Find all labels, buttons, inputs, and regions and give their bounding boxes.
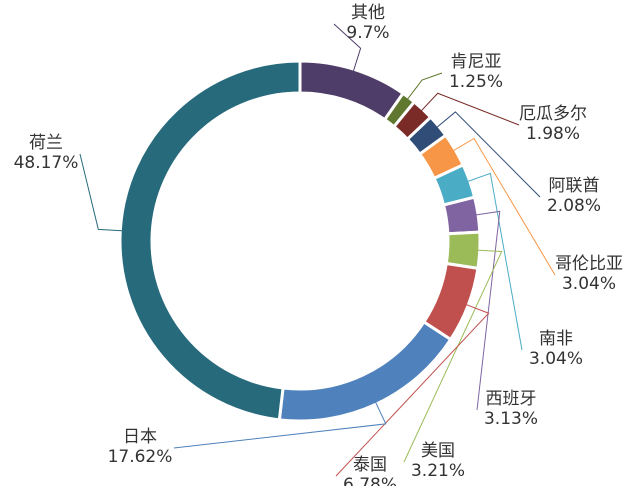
slice-name-label-5: 南非: [539, 329, 573, 349]
slice-value-label-4: 3.04%: [562, 274, 616, 294]
slice-10: [118, 59, 302, 422]
slice-value-label-1: 1.25%: [449, 72, 503, 92]
slice-0: [298, 59, 406, 122]
leader-line-3: [433, 111, 541, 198]
slice-name-label-1: 肯尼亚: [451, 52, 502, 72]
slice-name-label-8: 泰国: [353, 455, 387, 475]
slice-value-label-8: 6.78%: [343, 475, 397, 486]
leader-line-0: [333, 23, 362, 76]
slice-value-label-2: 1.98%: [526, 124, 580, 144]
leader-line-5: [463, 172, 523, 351]
leader-line-8: [335, 302, 490, 477]
slice-9: [277, 319, 453, 423]
slice-value-label-5: 3.04%: [529, 349, 583, 369]
slice-name-label-0: 其他: [351, 3, 385, 23]
leader-line-6: [472, 210, 501, 411]
slice-value-label-9: 17.62%: [108, 447, 173, 467]
slice-value-label-6: 3.13%: [484, 409, 538, 429]
leader-line-9: [173, 398, 387, 449]
slice-name-label-3: 阿联酋: [549, 176, 600, 196]
slice-name-label-7: 美国: [421, 441, 455, 461]
leader-line-1: [404, 72, 443, 103]
leader-line-4: [449, 137, 556, 276]
slice-name-label-10: 荷兰: [29, 133, 63, 153]
slice-value-label-7: 3.21%: [411, 461, 465, 481]
slice-value-label-10: 48.17%: [14, 153, 79, 173]
slice-value-label-0: 9.7%: [346, 23, 389, 43]
slice-value-label-3: 2.08%: [547, 196, 601, 216]
slice-name-label-9: 日本: [123, 427, 157, 447]
leader-line-10: [79, 153, 127, 232]
leader-line-2: [418, 92, 520, 126]
leader-line-7: [403, 249, 503, 463]
slice-name-label-2: 厄瓜多尔: [519, 104, 587, 124]
slice-name-label-4: 哥伦比亚: [555, 254, 623, 274]
slice-name-label-6: 西班牙: [486, 389, 537, 409]
